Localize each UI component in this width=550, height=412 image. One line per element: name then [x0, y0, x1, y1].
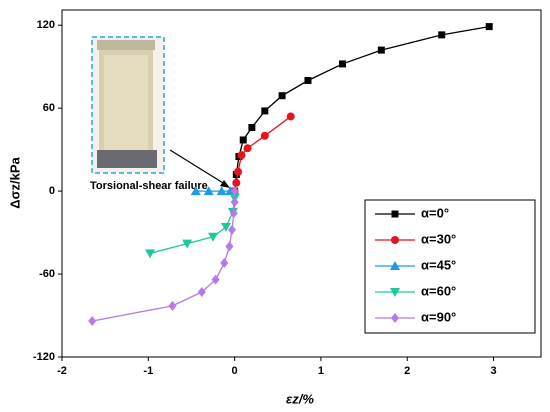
marker: [261, 107, 269, 115]
legend-label: α=90°: [421, 309, 456, 324]
legend-label: α=45°: [421, 257, 456, 272]
marker: [216, 186, 227, 196]
marker: [286, 112, 295, 121]
y-tick-label: 0: [49, 185, 55, 197]
marker: [88, 316, 97, 327]
arrow-head: [220, 180, 230, 188]
marker: [228, 224, 237, 235]
marker: [225, 241, 234, 252]
marker: [438, 31, 446, 39]
inset-photo: [91, 36, 165, 174]
x-tick-label: 1: [318, 365, 324, 377]
marker: [391, 313, 399, 323]
marker: [168, 300, 177, 311]
y-axis-label: Δσz/kPa: [7, 156, 22, 208]
marker: [391, 210, 399, 218]
marker: [211, 274, 220, 285]
annotation-arrow: [169, 149, 229, 187]
marker: [208, 232, 219, 242]
series-line: [92, 191, 236, 322]
x-tick-label: 2: [404, 365, 410, 377]
marker: [237, 151, 246, 160]
plot-frame: [61, 9, 542, 358]
marker: [391, 236, 399, 244]
x-tick-label: 3: [490, 365, 496, 377]
marker: [182, 239, 193, 249]
marker: [230, 186, 239, 197]
x-tick-label: 0: [232, 365, 238, 377]
legend-label: α=30°: [421, 231, 456, 246]
x-axis-label: εz/%: [286, 391, 314, 406]
legend-label: α=60°: [421, 283, 456, 298]
marker: [390, 288, 400, 297]
x-tick-label: -2: [57, 365, 67, 377]
marker: [145, 249, 156, 259]
marker: [190, 186, 201, 196]
marker: [260, 131, 269, 140]
marker: [203, 186, 214, 196]
marker: [229, 208, 238, 219]
marker: [377, 46, 385, 54]
marker: [390, 261, 400, 270]
marker: [338, 60, 346, 68]
marker: [243, 144, 252, 153]
marker: [304, 77, 312, 85]
marker: [220, 257, 229, 268]
legend-label: α=0°: [421, 205, 449, 220]
annotation: Torsional-shear failure: [90, 180, 208, 192]
y-tick-label: -120: [33, 351, 55, 363]
y-tick-label: 60: [43, 102, 55, 114]
marker: [234, 167, 243, 176]
marker: [232, 178, 241, 187]
x-tick-label: -1: [143, 365, 153, 377]
series-line: [149, 197, 236, 254]
marker: [230, 197, 239, 208]
y-tick-label: -60: [39, 268, 55, 280]
marker: [220, 223, 231, 233]
marker: [485, 23, 493, 31]
marker: [197, 287, 206, 298]
marker: [248, 124, 256, 132]
series-line: [233, 25, 490, 192]
marker: [278, 92, 286, 100]
y-tick-label: 120: [37, 19, 55, 31]
marker: [239, 136, 247, 144]
legend: α=0° α=30° α=45° α=60° α=90°: [364, 199, 536, 334]
